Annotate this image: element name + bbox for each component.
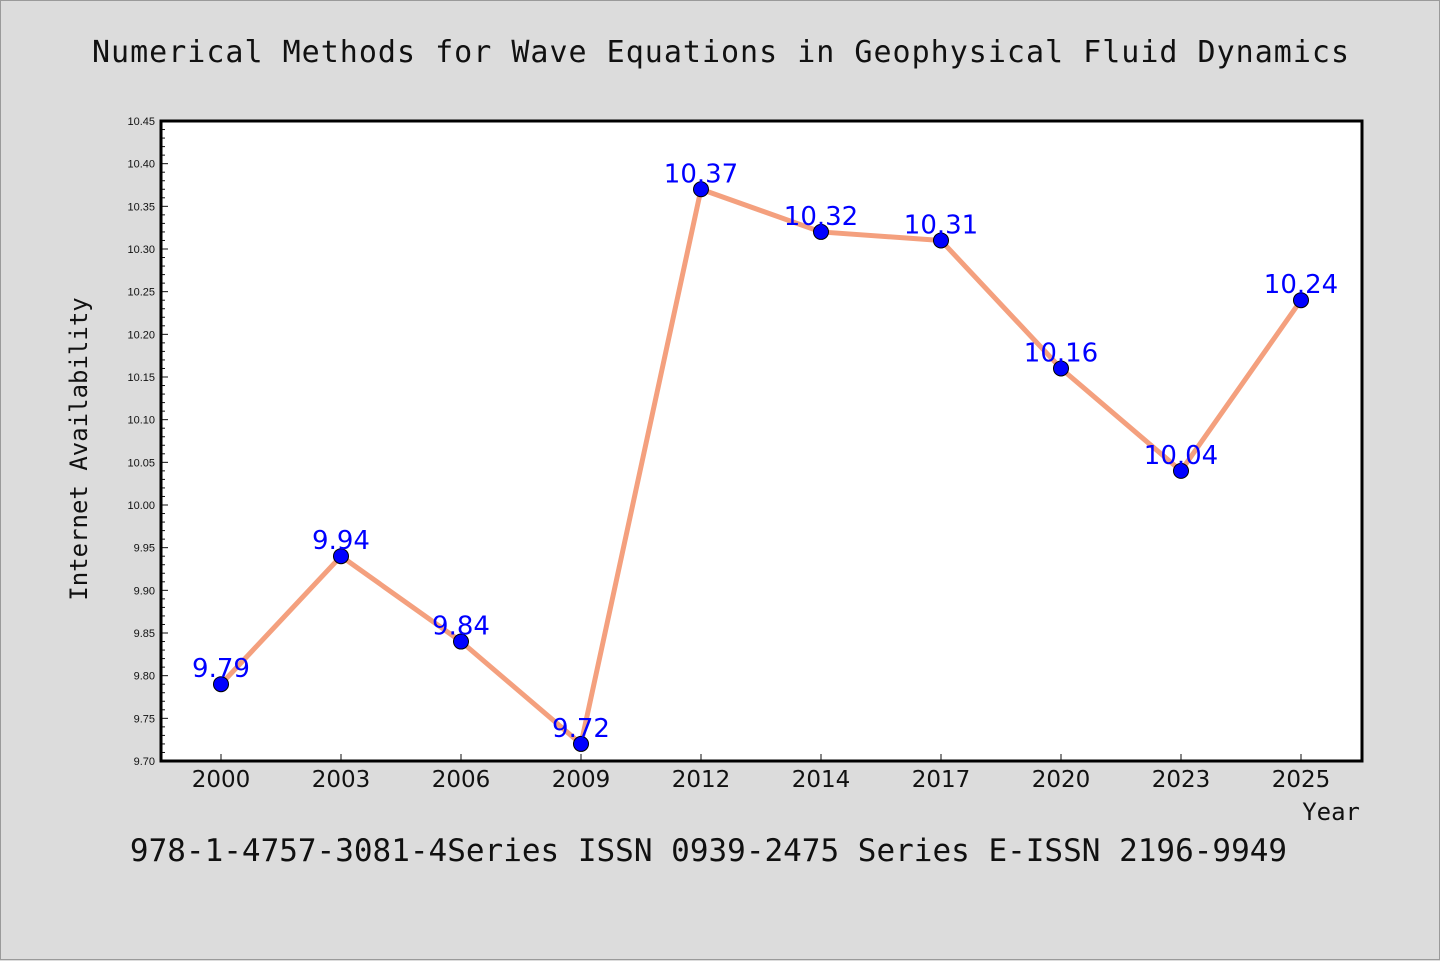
y-tick-label: 9.85 <box>134 628 155 640</box>
data-label: 10.32 <box>784 202 858 232</box>
data-label: 9.84 <box>432 612 490 642</box>
x-tick-label: 2006 <box>432 767 491 793</box>
y-tick-label: 9.95 <box>134 543 155 555</box>
data-label: 9.72 <box>552 714 610 744</box>
y-tick-label: 10.20 <box>127 329 155 341</box>
y-tick-label: 10.10 <box>127 415 155 427</box>
data-label: 10.31 <box>904 210 978 240</box>
y-tick-label: 10.05 <box>127 457 155 469</box>
isbn-footer: 978-1-4757-3081-4Series ISSN 0939-2475 S… <box>129 833 1288 869</box>
x-tick-label: 2017 <box>912 767 971 793</box>
y-tick-label: 10.45 <box>127 116 155 128</box>
data-point <box>693 181 709 198</box>
y-tick-label: 9.75 <box>134 713 155 725</box>
y-tick-label: 9.80 <box>134 671 155 683</box>
series-line <box>218 186 1304 747</box>
y-tick-label: 10.40 <box>127 159 155 171</box>
y-tick-label: 10.15 <box>127 372 155 384</box>
data-label: 10.16 <box>1024 338 1098 368</box>
y-tick-label: 9.90 <box>134 585 155 597</box>
data-point <box>213 676 229 693</box>
data-point <box>573 735 589 752</box>
data-point <box>1293 292 1309 309</box>
data-point <box>1173 462 1189 479</box>
data-point <box>933 232 949 249</box>
y-tick-label: 9.70 <box>134 756 155 768</box>
x-tick-label: 2020 <box>1032 767 1091 793</box>
plot-area <box>161 121 1362 761</box>
y-tick-label: 10.35 <box>127 201 155 213</box>
data-label: 9.94 <box>312 526 370 556</box>
y-tick-label: 10.00 <box>127 500 155 512</box>
data-point <box>333 548 349 565</box>
plot-frame <box>159 119 1364 763</box>
data-point <box>1053 360 1069 377</box>
x-tick-label: 2009 <box>552 767 611 793</box>
x-axis-label: Year <box>1302 798 1360 826</box>
y-axis-label: Internet Availability <box>65 297 93 600</box>
x-tick-label: 2014 <box>792 767 851 793</box>
x-tick-label: 2023 <box>1152 767 1211 793</box>
y-tick-label: 10.25 <box>127 287 155 299</box>
data-label: 10.04 <box>1144 441 1218 471</box>
y-tick-label: 10.30 <box>127 244 155 256</box>
x-tick-label: 2000 <box>192 767 251 793</box>
data-label: 10.37 <box>664 159 738 189</box>
x-tick-label: 2003 <box>312 767 371 793</box>
chart-title: Numerical Methods for Wave Equations in … <box>91 35 1351 70</box>
data-label: 10.24 <box>1264 270 1338 300</box>
x-tick-label: 2025 <box>1272 767 1331 793</box>
x-tick-label: 2012 <box>672 767 731 793</box>
data-point <box>813 223 829 240</box>
data-point <box>453 633 469 650</box>
data-label: 9.79 <box>192 654 250 684</box>
